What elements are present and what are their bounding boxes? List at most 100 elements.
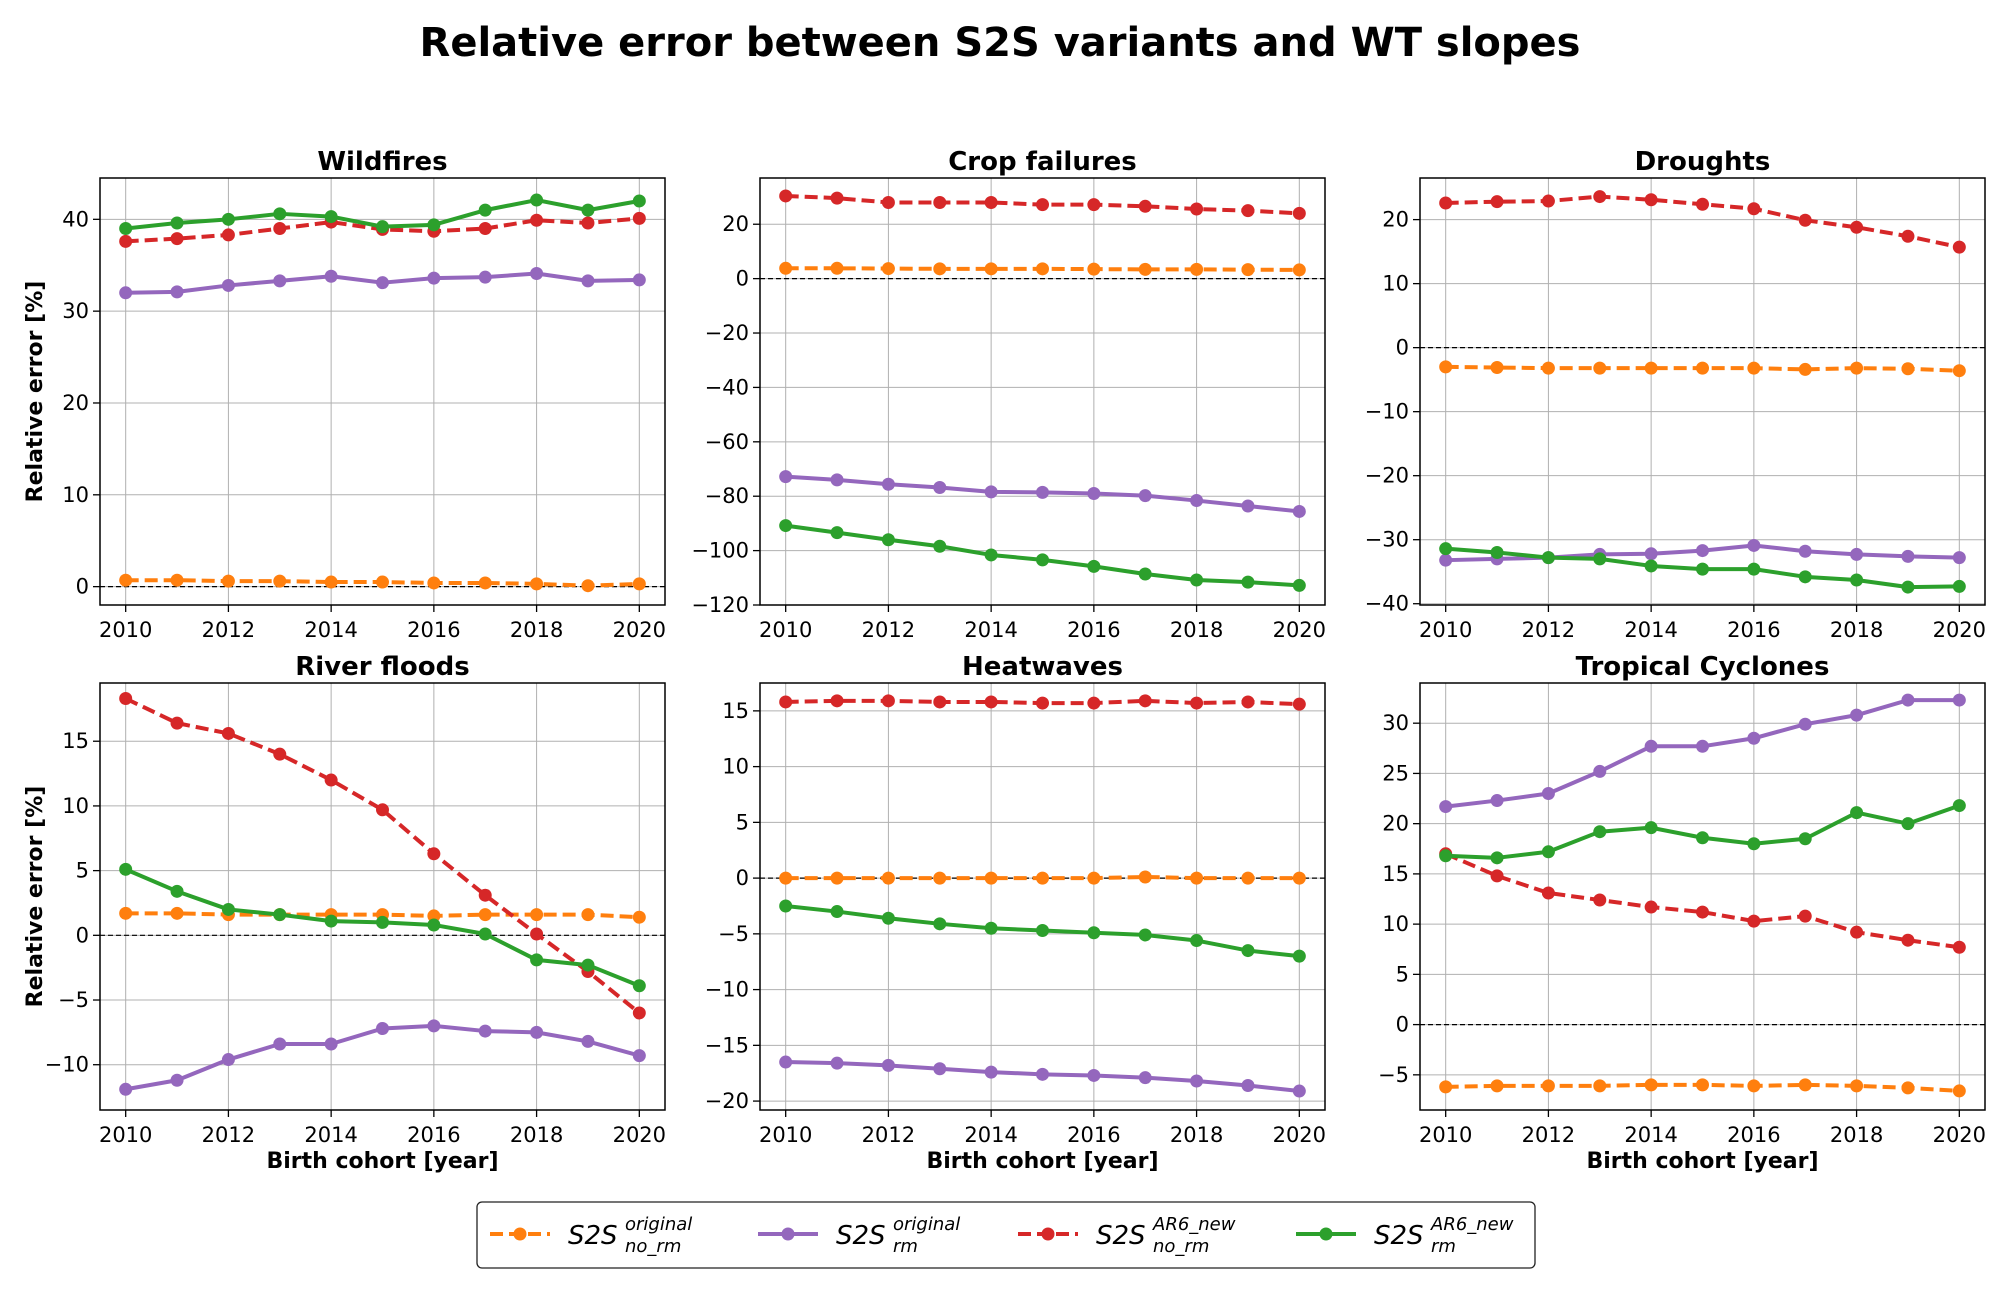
data-point-orig_rm [376,276,389,290]
data-point-orig_no_rm [1696,361,1709,375]
legend-label-superscript: AR6_new [1152,1214,1236,1235]
y-tick-label: 15 [62,729,89,753]
data-point-ar6_rm [1190,934,1204,948]
data-point-orig_rm [581,1034,595,1048]
y-tick-label: 0 [76,923,89,947]
data-point-ar6_no_rm [1747,914,1761,928]
data-point-ar6_rm [1747,837,1761,851]
data-point-ar6_rm [1541,845,1555,859]
x-tick-label: 2016 [1067,618,1120,642]
data-point-ar6_no_rm [478,888,492,902]
x-tick-label: 2014 [1624,1123,1677,1147]
data-point-orig_rm [1593,764,1607,778]
data-point-orig_no_rm [1190,262,1204,276]
data-point-orig_rm [1439,800,1453,814]
subplot-4: 2010 2012 2014 2016 2018 2020 −20 −15 −10 −5 0 5 10 1… [705,652,1326,1174]
data-point-ar6_no_rm [779,189,793,203]
data-point-orig_no_rm [1644,361,1658,375]
subplot-title: Wildfires [317,147,447,177]
data-point-ar6_rm [779,899,793,913]
data-point-ar6_no_rm [1541,886,1555,900]
data-point-orig_no_rm [376,575,389,589]
data-point-orig_rm [581,274,595,288]
axes-frame [99,177,666,606]
x-tick-label: 2014 [964,1123,1017,1147]
data-point-orig_no_rm [1696,1078,1709,1092]
data-point-orig_rm [1850,708,1864,722]
data-point-orig_rm [632,273,646,287]
data-point-ar6_no_rm [478,222,492,236]
data-point-orig_no_rm [1138,870,1152,884]
data-point-orig_rm [881,477,895,491]
data-point-orig_no_rm [1087,871,1101,885]
data-point-orig_no_rm [221,574,235,588]
data-point-orig_no_rm [1952,364,1966,378]
data-point-ar6_no_rm [324,773,338,787]
y-tick-label: −100 [691,539,749,563]
series-line-ar6_no_rm [124,696,641,1015]
data-point-ar6_no_rm [984,195,998,209]
data-point-orig_no_rm [478,576,492,590]
data-point-orig_no_rm [779,261,793,275]
data-point-orig_rm [478,1024,492,1038]
data-point-orig_rm [1087,486,1101,500]
data-point-orig_no_rm [1490,1079,1504,1093]
series-line-orig_rm [1445,698,1960,809]
x-tick-label: 2018 [1830,618,1883,642]
x-tick-label: 2016 [407,1123,460,1147]
y-tick-label: −10 [705,978,749,1002]
data-point-ar6_no_rm [581,216,595,230]
data-point-ar6_no_rm [376,803,389,817]
data-point-orig_rm [1190,1074,1204,1088]
y-tick-label: −5 [718,922,749,946]
data-point-orig_no_rm [830,261,844,275]
data-point-orig_rm [984,1065,998,1079]
x-tick-label: 2018 [510,1123,563,1147]
legend-label-base: S2S [1374,1221,1424,1251]
y-tick-label: 40 [62,207,89,231]
data-point-ar6_rm [632,194,646,208]
data-point-orig_no_rm [1798,362,1812,376]
data-point-orig_no_rm [530,908,544,922]
data-point-orig_rm [1901,549,1915,563]
data-point-orig_no_rm [1541,1079,1555,1093]
data-point-orig_rm [376,1021,389,1035]
y-tick-label: 0 [1396,1013,1409,1037]
y-tick-label: 0 [1396,336,1409,360]
data-point-orig_rm [1439,553,1453,567]
data-point-orig_rm [119,1082,133,1096]
y-tick-label: 10 [62,794,89,818]
data-point-orig_rm [632,1049,646,1063]
data-point-orig_rm [1696,739,1709,753]
data-point-ar6_rm [376,915,389,929]
data-point-orig_rm [1241,499,1255,513]
axes-frame [1419,682,1986,1111]
x-tick-label: 2014 [304,618,357,642]
y-tick-label: 0 [736,267,749,291]
data-point-orig_rm [427,271,441,285]
data-point-ar6_no_rm [273,747,287,761]
data-point-ar6_no_rm [273,222,287,236]
data-point-ar6_rm [1490,546,1504,560]
data-point-ar6_rm [1644,821,1658,835]
x-tick-label: 2010 [99,618,152,642]
data-point-orig_no_rm [1292,871,1306,885]
data-point-orig_rm [1087,1068,1101,1082]
data-point-orig_no_rm [933,871,947,885]
x-tick-label: 2012 [202,1123,255,1147]
y-tick-label: −10 [45,1053,89,1077]
data-point-orig_rm [1190,494,1204,508]
x-tick-label: 2010 [1419,618,1472,642]
data-point-ar6_no_rm [1241,695,1255,709]
data-point-orig_no_rm [1190,871,1204,885]
legend-marker [1041,1227,1055,1241]
legend-marker [781,1227,795,1241]
data-point-ar6_rm [273,207,287,221]
data-point-ar6_rm [170,216,184,230]
y-tick-label: −20 [705,321,749,345]
data-point-ar6_no_rm [170,232,184,246]
data-point-ar6_rm [1138,567,1152,581]
data-point-ar6_rm [933,917,947,931]
